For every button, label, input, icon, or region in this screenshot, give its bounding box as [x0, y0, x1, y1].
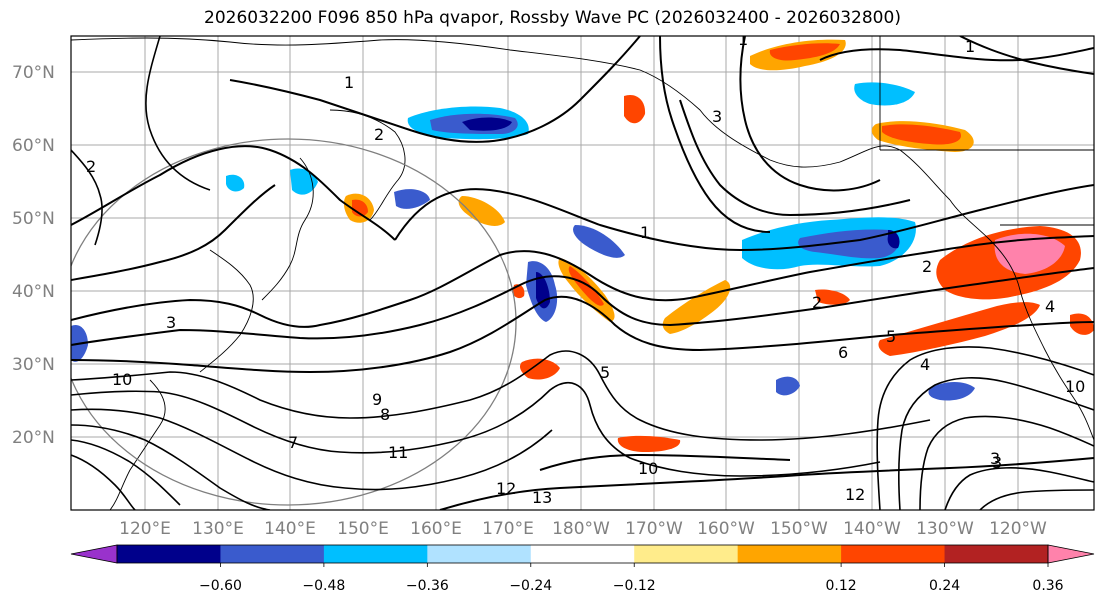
contour-label: 5	[600, 363, 610, 382]
contour-label: 8	[380, 405, 390, 424]
negative-anomaly-manchuria	[226, 174, 245, 192]
coastlines	[71, 36, 1094, 510]
lon-label: 170°W	[625, 519, 683, 539]
contour-label: 10	[638, 459, 658, 478]
negative-anomaly-hawaii	[776, 376, 800, 396]
colorbar-tick-label: −0.24	[509, 578, 552, 594]
latitude-axis: 70°N 60°N 50°N 40°N 30°N 20°N	[12, 63, 55, 448]
colorbar-ticks: −0.60−0.48−0.36−0.24−0.120.120.240.360.4…	[199, 563, 1064, 594]
contour-label: 2	[86, 157, 96, 176]
colorbar-max-extend	[1047, 544, 1095, 564]
negative-anomaly-east-dateline	[573, 225, 625, 258]
contour-label: 12	[845, 485, 865, 504]
negative-anomaly-arctic	[854, 82, 915, 106]
positive-anomaly-west-coast-core	[994, 233, 1065, 274]
contour-label: 4	[1045, 297, 1055, 316]
colorbar-tick-label: −0.60	[199, 578, 242, 594]
lon-label: 120°W	[989, 519, 1047, 539]
positive-anomaly-tropics	[617, 435, 681, 452]
lon-label: 140°W	[843, 519, 901, 539]
colorbar-segments	[117, 545, 1049, 563]
contour-label: 3	[712, 107, 722, 126]
lon-label: 170°E	[482, 519, 534, 539]
colorbar-min-extend	[70, 544, 118, 564]
rossby-packet-outline	[71, 138, 517, 506]
colorbar-segment	[944, 545, 1049, 563]
contour-label-group: 1 2 2 3 1 1 1 2 3 3 4 5 6 7 8 9 10 10 11…	[86, 30, 1085, 507]
contour-label: 13	[532, 488, 552, 507]
lon-label: 160°W	[697, 519, 755, 539]
contour-label: 6	[838, 343, 848, 362]
contour-label: 3	[166, 313, 176, 332]
contour-label: 12	[496, 479, 516, 498]
positive-anomaly-jet-entrance	[458, 196, 505, 226]
colorbar-segment	[220, 545, 325, 563]
contour-label: 5	[886, 327, 896, 346]
colorbar-segment	[634, 545, 739, 563]
negative-anomaly-gulf-alaska-min	[887, 230, 900, 249]
colorbar-segment	[737, 545, 842, 563]
contour-label: 10	[112, 370, 132, 389]
contour-label: 3	[990, 449, 1000, 468]
negative-anomaly-east-tropics	[928, 382, 975, 401]
colorbar: −0.60−0.48−0.36−0.24−0.120.120.240.360.4…	[70, 544, 1095, 594]
lon-label: 160°E	[410, 519, 462, 539]
contour-label: 7	[288, 433, 298, 452]
map-frame	[70, 35, 1095, 511]
positive-anomaly-yukon-core	[882, 124, 961, 145]
contour-label: 1	[738, 30, 748, 49]
contour-label: 9	[372, 390, 382, 409]
map-title: 2026032200 F096 850 hPa qvapor, Rossby W…	[204, 8, 901, 28]
negative-anomaly-bering-min	[462, 117, 512, 131]
positive-anomaly-dateline-core	[568, 266, 604, 306]
contour-label: 2	[374, 125, 384, 144]
lon-label: 180°W	[552, 519, 610, 539]
lat-label-60n: 60°N	[12, 136, 55, 156]
contour-label: 2	[812, 293, 822, 312]
lat-label-30n: 30°N	[12, 355, 55, 375]
colorbar-tick-label: −0.48	[302, 578, 345, 594]
lon-label: 130°W	[916, 519, 974, 539]
colorbar-segment	[117, 545, 221, 563]
negative-anomaly-sakhalin	[290, 168, 318, 195]
colorbar-tick-label: −0.12	[613, 578, 656, 594]
positive-anomaly-subtropic-small	[815, 289, 850, 305]
positive-anomaly-baja	[1070, 313, 1094, 335]
map-content: 1 2 2 3 1 1 1 2 3 3 4 5 6 7 8 9 10 10 11…	[71, 30, 1094, 510]
colorbar-tick-label: 0.36	[1032, 578, 1063, 594]
lat-label-50n: 50°N	[12, 209, 55, 229]
colorbar-tick-label: 0.12	[826, 578, 857, 594]
positive-anomaly-west-pac	[520, 358, 560, 380]
contour-label: 11	[388, 443, 408, 462]
contour-label: 10	[1065, 377, 1085, 396]
positive-anomaly-alaska-interior	[624, 94, 646, 124]
lon-label: 150°E	[337, 519, 389, 539]
contour-label: 1	[344, 73, 354, 92]
lat-label-70n: 70°N	[12, 63, 55, 83]
contour-label: 4	[920, 355, 930, 374]
colorbar-segment	[323, 545, 428, 563]
contour-label: 1	[965, 37, 975, 56]
lat-label-20n: 20°N	[12, 428, 55, 448]
contour-label: 1	[640, 223, 650, 242]
lon-label: 150°W	[770, 519, 828, 539]
lon-label: 120°E	[119, 519, 171, 539]
lat-label-40n: 40°N	[12, 282, 55, 302]
longitude-axis: 120°E 130°E 140°E 150°E 160°E 170°E 180°…	[119, 519, 1047, 539]
contour-lines	[71, 36, 1094, 510]
negative-anomaly-kuril	[394, 189, 430, 209]
colorbar-segment	[530, 545, 635, 563]
positive-anomaly-beaufort-core	[769, 43, 840, 61]
contour-label: 2	[922, 257, 932, 276]
colorbar-frame	[116, 544, 1049, 564]
colorbar-segment	[427, 545, 532, 563]
colorbar-tick-label: 0.24	[929, 578, 960, 594]
lon-label: 130°E	[192, 519, 244, 539]
lon-label: 140°E	[264, 519, 316, 539]
colorbar-tick-label: −0.36	[406, 578, 449, 594]
colorbar-segment	[841, 545, 946, 563]
contour-label: 3	[992, 453, 1002, 472]
